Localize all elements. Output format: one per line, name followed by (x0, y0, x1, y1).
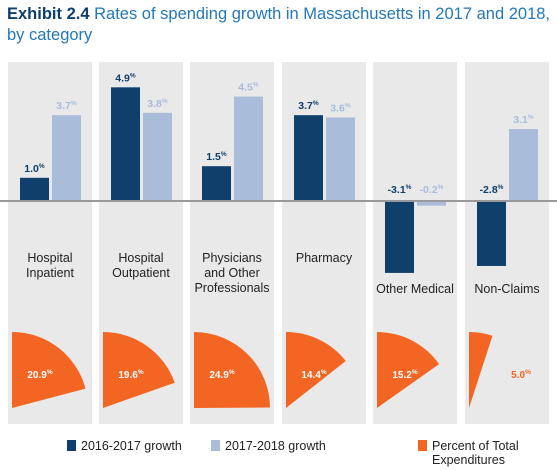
value-label-2016-2017: 1.0% (24, 163, 45, 175)
category-label: Hospital Inpatient (26, 251, 74, 280)
legend-swatch (67, 440, 76, 451)
legend-label: 2017-2018 growth (225, 439, 326, 453)
expenditure-share-label: 5.0% (511, 369, 531, 381)
bar-2017-2018 (234, 96, 263, 201)
legend: 2016-2017 growth 2017-2018 growth Percent … (67, 439, 519, 467)
exhibit-label: Exhibit 2.4 (7, 5, 90, 23)
value-label-2016-2017: 4.9% (115, 72, 136, 84)
bar-2016-2017 (385, 201, 414, 273)
expenditure-share-wedge (469, 332, 493, 408)
category-label: Hospital Outpatient (112, 251, 170, 280)
category-label: Other Medical (376, 282, 454, 296)
expenditure-share-wedge (103, 332, 175, 408)
bar-2016-2017 (20, 177, 49, 201)
bar-2017-2018 (143, 112, 172, 201)
category-panels (8, 62, 549, 424)
value-label-2016-2017: 3.7% (298, 100, 319, 112)
value-label-2016-2017: -2.8% (480, 184, 504, 196)
bars (20, 87, 538, 273)
value-label-2017-2018: 3.6% (330, 102, 351, 114)
category-label: Physicians and Other Professionals (194, 251, 269, 295)
value-labels: 1.0% 3.7% 4.9% 3.8% 1.5% 4.5% 3.7% 3.6% -3.1% -0.… (24, 72, 534, 196)
bar-2017-2018 (326, 117, 355, 201)
category-label: Non-Claims (474, 282, 539, 296)
value-label-2017-2018: 3.1% (513, 114, 534, 126)
value-label-2016-2017: 1.5% (206, 151, 227, 163)
expenditure-share-label: 20.9% (27, 369, 52, 381)
chart-title-text: Rates of spending growth in Massachusett… (7, 5, 551, 44)
expenditure-share-wedge (12, 332, 86, 408)
bar-2016-2017 (294, 115, 323, 201)
expenditure-share-label: 15.2% (392, 369, 417, 381)
value-label-2017-2018: 3.7% (56, 100, 77, 112)
bar-2017-2018 (52, 115, 81, 201)
expenditure-share-label: 14.4% (301, 369, 326, 381)
chart-title: Exhibit 2.4 Rates of spending growth in … (7, 4, 552, 46)
category-labels: Hospital Inpatient Hospital Outpatient Physi… (26, 251, 540, 296)
expenditure-share-wedge (286, 332, 346, 408)
legend-swatch (211, 440, 220, 451)
value-label-2017-2018: 4.5% (238, 82, 259, 94)
value-label-2016-2017: -3.1% (388, 184, 412, 196)
bar-2017-2018 (509, 129, 538, 201)
bar-2016-2017 (111, 87, 140, 201)
legend-label: Percent of Total Expenditures (432, 439, 519, 467)
legend-label: 2016-2017 growth (81, 439, 182, 453)
expenditure-share-wedge (377, 332, 440, 408)
expenditure-share-wedge (194, 332, 270, 408)
bar-2017-2018 (417, 201, 446, 206)
bar-2016-2017 (477, 201, 506, 266)
expenditure-share-label: 24.9% (209, 369, 234, 381)
value-label-2017-2018: 3.8% (147, 98, 168, 110)
category-label: Pharmacy (296, 251, 353, 265)
value-label-2017-2018: -0.2% (420, 184, 444, 196)
legend-swatch (418, 440, 427, 451)
expenditure-share-wedges: 20.9% 19.6% 24.9% 14.4% 15.2% 5.0% (12, 332, 531, 408)
expenditure-share-label: 19.6% (118, 369, 143, 381)
bar-2016-2017 (202, 166, 231, 201)
